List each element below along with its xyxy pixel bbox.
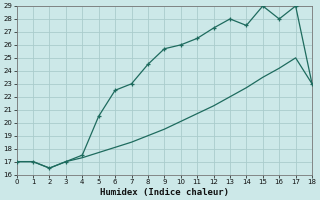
X-axis label: Humidex (Indice chaleur): Humidex (Indice chaleur) [100,188,229,197]
